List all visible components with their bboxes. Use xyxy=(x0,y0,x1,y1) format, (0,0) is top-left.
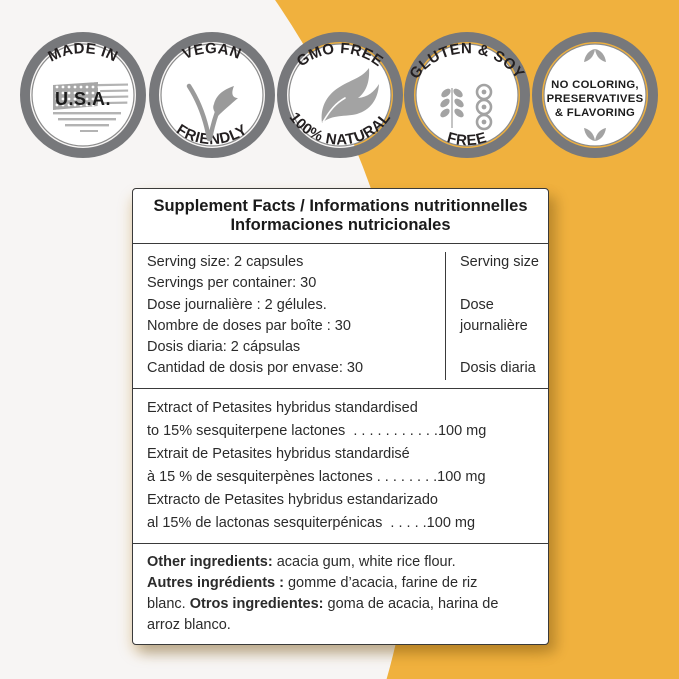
svg-text:& FLAVORING: & FLAVORING xyxy=(555,107,635,119)
svg-text:NO COLORING,: NO COLORING, xyxy=(551,79,639,91)
svg-text:U.S.A.: U.S.A. xyxy=(55,89,111,109)
svg-text:PRESERVATIVES: PRESERVATIVES xyxy=(547,93,644,105)
